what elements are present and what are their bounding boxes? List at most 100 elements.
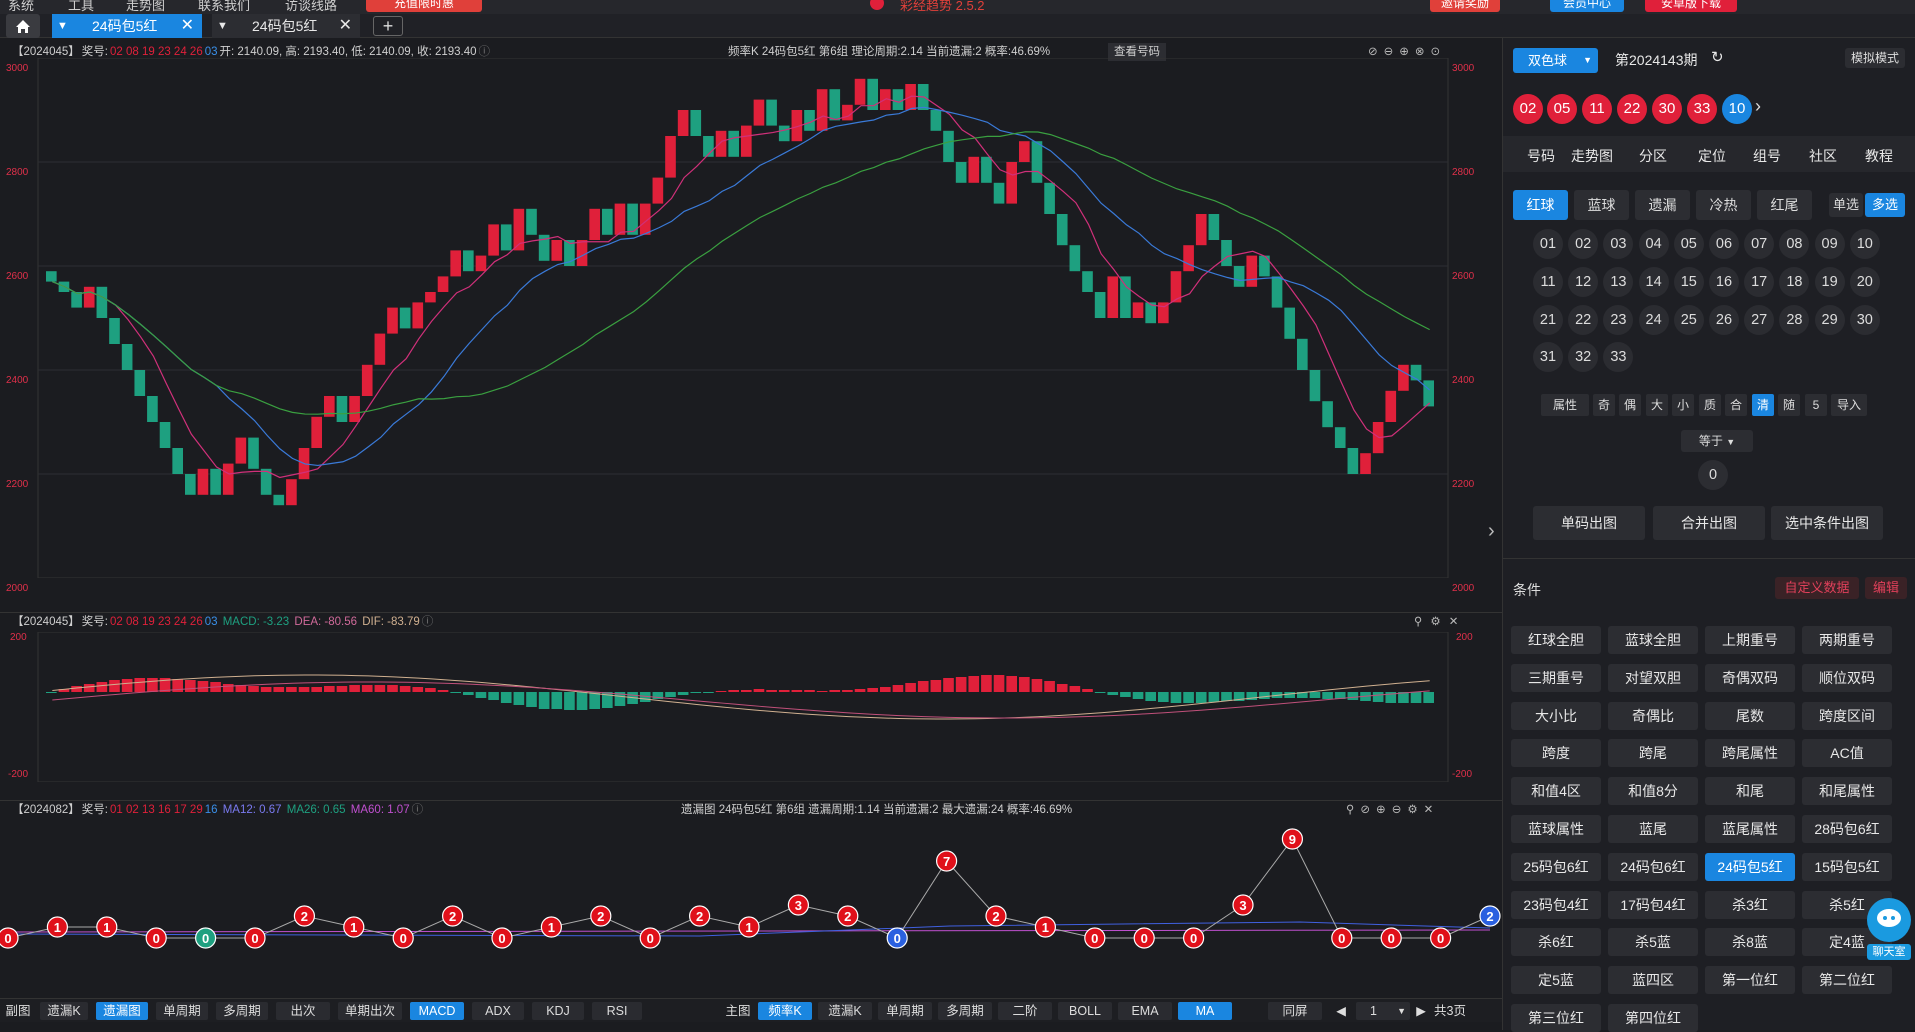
selected-condition-chart-button[interactable]: 选中条件出图 xyxy=(1771,506,1883,540)
condition-button[interactable]: 和尾属性 xyxy=(1802,777,1892,806)
help-icon[interactable]: ⓘ xyxy=(421,616,434,628)
condition-button[interactable]: 奇偶比 xyxy=(1608,701,1698,730)
condition-button[interactable]: AC值 xyxy=(1802,739,1892,768)
custom-data-button[interactable]: 自定义数据 xyxy=(1775,577,1859,599)
page-next-icon[interactable]: ▶ xyxy=(1416,1004,1426,1018)
number-cell[interactable]: 05 xyxy=(1673,229,1704,259)
condition-button[interactable]: 和值8分 xyxy=(1608,777,1698,806)
multi-select-button[interactable]: 多选 xyxy=(1865,193,1905,217)
attr-option[interactable]: 质 xyxy=(1699,394,1721,416)
attr-option[interactable]: 属性 xyxy=(1541,394,1589,416)
condition-button[interactable]: 第二位红 xyxy=(1802,966,1892,995)
condition-button[interactable]: 25码包6红 xyxy=(1511,852,1601,881)
condition-button[interactable]: 杀8蓝 xyxy=(1705,928,1795,957)
help-icon[interactable]: ⓘ xyxy=(478,46,491,58)
number-cell[interactable]: 25 xyxy=(1673,304,1704,335)
number-cell[interactable]: 19 xyxy=(1814,266,1845,297)
subtab-blue[interactable]: 蓝球 xyxy=(1574,190,1629,220)
condition-button[interactable]: 17码包4红 xyxy=(1608,890,1698,919)
attr-option[interactable]: 导入 xyxy=(1831,394,1867,416)
number-cell[interactable]: 29 xyxy=(1814,304,1845,335)
btn-multi-period-main[interactable]: 多周期 xyxy=(938,1002,992,1020)
condition-button[interactable]: 第一位红 xyxy=(1705,966,1795,995)
number-cell[interactable]: 24 xyxy=(1638,304,1669,335)
condition-button[interactable]: 顺位双码 xyxy=(1802,663,1892,692)
menu-contact[interactable]: 联系我们 xyxy=(198,0,251,13)
condition-button[interactable]: 奇偶双码 xyxy=(1705,663,1795,692)
tab-24-5-second[interactable]: ▼ 24码包5红 ✕ xyxy=(212,14,360,38)
btn-omit-chart[interactable]: 遗漏图 xyxy=(96,1002,148,1020)
condition-button[interactable]: 两期重号 xyxy=(1802,626,1892,654)
add-tab-button[interactable]: + xyxy=(373,16,403,36)
condition-button[interactable]: 23码包4红 xyxy=(1511,890,1601,919)
member-center-button[interactable]: 会员中心 xyxy=(1550,0,1624,12)
condition-button[interactable]: 三期重号 xyxy=(1511,663,1601,692)
edit-button[interactable]: 编辑 xyxy=(1865,577,1907,599)
condition-button[interactable]: 蓝球属性 xyxy=(1511,815,1601,843)
chat-room-label[interactable]: 聊天室 xyxy=(1867,944,1911,960)
nav-tab-community[interactable]: 社区 xyxy=(1809,148,1837,164)
simulate-mode-button[interactable]: 模拟模式 xyxy=(1845,48,1905,68)
number-cell[interactable]: 13 xyxy=(1603,266,1634,297)
btn-same-screen[interactable]: 同屏 xyxy=(1268,1002,1322,1020)
condition-button[interactable]: 第三位红 xyxy=(1511,1004,1601,1032)
number-cell[interactable]: 12 xyxy=(1568,266,1599,297)
number-cell[interactable]: 31 xyxy=(1533,342,1563,373)
nav-tab-position[interactable]: 定位 xyxy=(1698,148,1726,164)
condition-button[interactable]: 红球全胆 xyxy=(1511,626,1601,654)
attr-option[interactable]: 偶 xyxy=(1619,394,1641,416)
number-cell[interactable]: 11 xyxy=(1533,266,1563,297)
attr-option[interactable]: 奇 xyxy=(1593,394,1615,416)
condition-button[interactable]: 定5蓝 xyxy=(1511,966,1601,995)
subtab-omission[interactable]: 遗漏 xyxy=(1635,190,1690,220)
attr-option[interactable]: 合 xyxy=(1725,394,1747,416)
panel-tool-icons[interactable]: ⚲⊘⊕⊖⚙✕ xyxy=(1346,804,1440,816)
btn-omit-k[interactable]: 遗漏K xyxy=(40,1002,88,1020)
btn-second-order[interactable]: 二阶 xyxy=(998,1002,1052,1020)
condition-button[interactable]: 蓝球全胆 xyxy=(1608,626,1698,654)
chevron-right-icon[interactable]: › xyxy=(1488,520,1495,542)
number-cell[interactable]: 17 xyxy=(1744,266,1775,297)
attr-option[interactable]: 随 xyxy=(1778,394,1800,416)
condition-button[interactable]: 蓝尾 xyxy=(1608,815,1698,843)
number-cell[interactable]: 22 xyxy=(1568,304,1599,335)
number-cell[interactable]: 33 xyxy=(1603,342,1634,373)
panel-tool-icons[interactable]: ⚲⚙✕ xyxy=(1414,616,1467,628)
btn-single-period-main[interactable]: 单周期 xyxy=(878,1002,932,1020)
condition-button[interactable]: 蓝四区 xyxy=(1608,966,1698,995)
number-cell[interactable]: 21 xyxy=(1533,304,1563,335)
view-numbers-button[interactable]: 查看号码 xyxy=(1108,43,1166,61)
download-button[interactable]: 安卓版下载 xyxy=(1645,0,1737,12)
number-cell[interactable]: 32 xyxy=(1568,342,1599,373)
condition-button[interactable]: 28码包6红 xyxy=(1802,815,1892,843)
subtab-red-tail[interactable]: 红尾 xyxy=(1757,190,1812,220)
condition-button[interactable]: 24码包5红 xyxy=(1705,852,1795,881)
candlestick-chart[interactable] xyxy=(0,58,1502,578)
number-cell[interactable]: 23 xyxy=(1603,304,1634,335)
menu-system[interactable]: 系统 xyxy=(8,0,35,13)
number-cell[interactable]: 15 xyxy=(1673,266,1704,297)
page-select[interactable]: 1 ▼ xyxy=(1356,1002,1410,1020)
macd-chart[interactable] xyxy=(0,632,1502,782)
condition-button[interactable]: 和值4区 xyxy=(1511,777,1601,806)
equals-select[interactable]: 等于 ▼ xyxy=(1681,430,1753,452)
reward-button[interactable]: 邀请奖励 xyxy=(1430,0,1500,12)
condition-button[interactable]: 杀5蓝 xyxy=(1608,928,1698,957)
btn-omit-k-main[interactable]: 遗漏K xyxy=(818,1002,872,1020)
condition-button[interactable]: 跨度区间 xyxy=(1802,701,1892,730)
nav-tab-numbers[interactable]: 号码 xyxy=(1527,148,1555,164)
home-tab[interactable] xyxy=(6,14,40,38)
number-cell[interactable]: 08 xyxy=(1779,229,1810,259)
btn-macd[interactable]: MACD xyxy=(410,1002,464,1020)
btn-kdj[interactable]: KDJ xyxy=(532,1002,584,1020)
page-prev-icon[interactable]: ◀ xyxy=(1336,1004,1346,1018)
help-icon[interactable]: ⓘ xyxy=(411,804,424,816)
subtab-hotcold[interactable]: 冷热 xyxy=(1696,190,1751,220)
condition-button[interactable]: 跨尾属性 xyxy=(1705,739,1795,768)
number-cell[interactable]: 18 xyxy=(1779,266,1810,297)
nav-tab-tutorial[interactable]: 教程 xyxy=(1865,148,1893,164)
merge-chart-button[interactable]: 合并出图 xyxy=(1653,506,1765,540)
close-icon[interactable]: ✕ xyxy=(180,17,194,34)
nav-tab-group[interactable]: 组号 xyxy=(1753,148,1781,164)
number-cell[interactable]: 04 xyxy=(1638,229,1669,259)
